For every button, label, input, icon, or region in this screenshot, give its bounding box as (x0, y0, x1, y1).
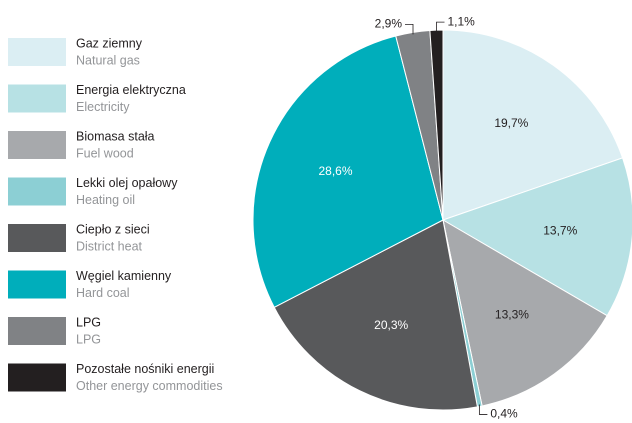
leader-line (405, 24, 414, 35)
legend-sublabel: Electricity (76, 100, 130, 114)
data-label: 1,1% (448, 14, 476, 28)
legend-sublabel: Heating oil (76, 193, 135, 207)
leader-line (436, 21, 445, 33)
data-label: 19,7% (494, 116, 528, 130)
legend-label: Gaz ziemny (76, 36, 143, 50)
legend-swatch (8, 84, 66, 113)
data-label: 20,3% (374, 318, 408, 332)
pie-slice (442, 219, 608, 407)
pie-slice (442, 29, 624, 221)
data-label: 0,4% (490, 407, 518, 421)
legend-sublabel: Natural gas (76, 53, 140, 67)
legend-sublabel: Fuel wood (76, 146, 134, 160)
legend-sublabel: Other energy commodities (76, 379, 223, 393)
legend-swatch (8, 131, 66, 159)
legend-label: LPG (76, 315, 101, 329)
legend-swatch (8, 317, 66, 345)
data-label: 2,9% (375, 17, 403, 31)
legend-swatch (8, 177, 66, 206)
legend-swatch (8, 38, 66, 66)
pie-slice (273, 219, 479, 411)
legend-label: Węgiel kamienny (76, 269, 172, 283)
leader-line (478, 404, 488, 415)
legend-swatch (8, 224, 66, 252)
legend-label: Pozostałe nośniki energii (76, 362, 214, 376)
pie-slice (252, 35, 444, 308)
legend-label: Biomasa stała (76, 129, 155, 143)
legend-label: Lekki olej opałowy (76, 176, 178, 190)
legend-swatch (8, 363, 66, 392)
legend-sublabel: LPG (76, 332, 101, 346)
pie-slice (441, 157, 632, 317)
legend-label: Energia elektryczna (76, 83, 186, 97)
data-label: 13,7% (543, 224, 577, 238)
legend-sublabel: Hard coal (76, 286, 130, 300)
legend-sublabel: District heat (76, 239, 143, 253)
data-label: 28,6% (318, 164, 352, 178)
legend-label: Ciepło z sieci (76, 222, 150, 236)
data-label: 13,3% (495, 308, 529, 322)
legend-swatch (8, 270, 66, 299)
